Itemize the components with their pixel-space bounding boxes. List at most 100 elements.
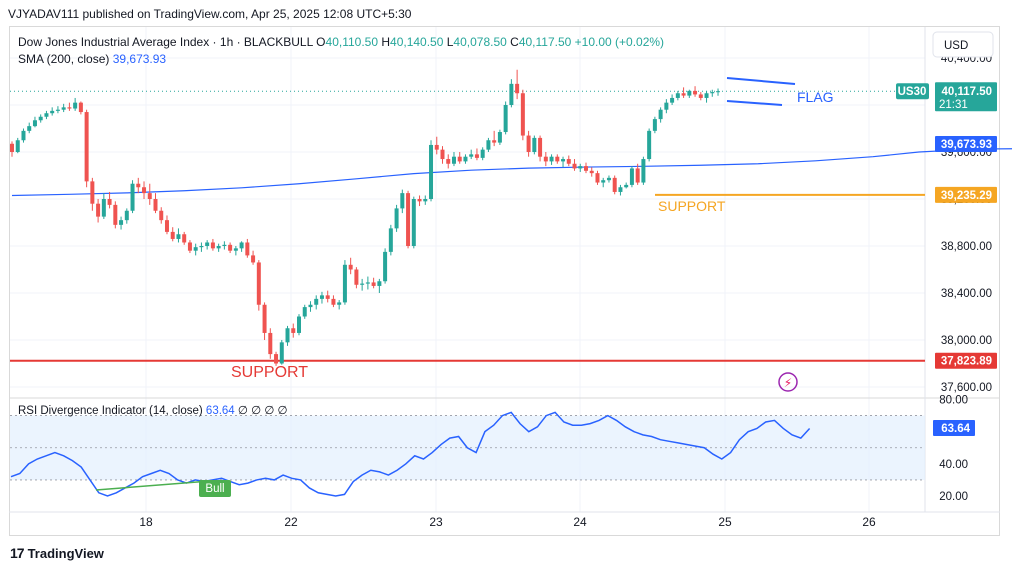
candle[interactable]	[107, 199, 112, 205]
candle[interactable]	[710, 92, 715, 94]
candle[interactable]	[561, 159, 566, 162]
candle[interactable]	[538, 137, 543, 157]
candle[interactable]	[480, 149, 485, 158]
candle[interactable]	[32, 120, 37, 127]
candle[interactable]	[78, 102, 83, 113]
candle[interactable]	[618, 187, 623, 192]
candle[interactable]	[55, 109, 60, 111]
candle[interactable]	[526, 135, 531, 152]
candle[interactable]	[555, 156, 560, 162]
candle[interactable]	[394, 208, 399, 229]
candle[interactable]	[90, 181, 95, 204]
candle[interactable]	[635, 168, 640, 183]
flag-upper-line[interactable]	[726, 77, 796, 85]
candle[interactable]	[388, 228, 393, 252]
candle[interactable]	[624, 184, 629, 188]
candle[interactable]	[233, 248, 238, 251]
candle[interactable]	[302, 307, 307, 317]
candle[interactable]	[239, 242, 244, 249]
candle[interactable]	[164, 220, 169, 232]
candle[interactable]	[457, 156, 462, 162]
candle[interactable]	[486, 140, 491, 150]
candle[interactable]	[176, 234, 181, 239]
candle[interactable]	[84, 112, 89, 182]
candle[interactable]	[21, 130, 26, 141]
candle[interactable]	[429, 144, 434, 199]
candle[interactable]	[38, 116, 43, 121]
candle[interactable]	[469, 154, 474, 157]
sma-200-line[interactable]	[11, 143, 1012, 197]
candle[interactable]	[279, 342, 284, 364]
candle[interactable]	[463, 156, 468, 162]
candle[interactable]	[451, 156, 456, 164]
candle[interactable]	[698, 94, 703, 98]
candle[interactable]	[647, 130, 652, 160]
candle[interactable]	[601, 180, 606, 183]
candle[interactable]	[360, 283, 365, 285]
candle[interactable]	[142, 187, 147, 194]
candle[interactable]	[423, 199, 428, 202]
candle[interactable]	[578, 166, 583, 169]
candle[interactable]	[342, 264, 347, 303]
candle[interactable]	[664, 102, 669, 110]
candle[interactable]	[497, 132, 502, 143]
candle[interactable]	[216, 246, 221, 249]
candle[interactable]	[297, 316, 301, 333]
candle[interactable]	[291, 328, 296, 333]
candle[interactable]	[383, 251, 388, 282]
flag-lower-line[interactable]	[726, 100, 783, 106]
candle[interactable]	[124, 210, 129, 221]
candle[interactable]	[113, 204, 118, 225]
candle[interactable]	[44, 113, 49, 117]
candle[interactable]	[187, 242, 192, 251]
candle[interactable]	[205, 242, 210, 246]
candle[interactable]	[687, 90, 692, 96]
candle[interactable]	[61, 107, 66, 110]
candle[interactable]	[50, 110, 55, 114]
candle[interactable]	[440, 149, 445, 160]
candle[interactable]	[96, 203, 101, 217]
candle[interactable]	[262, 304, 267, 333]
candle[interactable]	[543, 156, 548, 162]
candle[interactable]	[199, 246, 204, 248]
candle[interactable]	[549, 156, 554, 162]
candle[interactable]	[658, 109, 663, 120]
candle[interactable]	[136, 183, 141, 188]
candle[interactable]	[417, 199, 422, 202]
candle[interactable]	[101, 199, 106, 217]
candle[interactable]	[325, 295, 330, 299]
candle[interactable]	[515, 83, 520, 94]
candle[interactable]	[492, 140, 497, 143]
candle[interactable]	[228, 244, 233, 251]
candle[interactable]	[314, 298, 319, 305]
candle[interactable]	[584, 166, 588, 171]
candle[interactable]	[377, 281, 382, 286]
candle[interactable]	[67, 107, 72, 109]
candle[interactable]	[446, 159, 451, 164]
candle[interactable]	[434, 144, 439, 150]
candle[interactable]	[251, 255, 256, 263]
candle[interactable]	[73, 102, 78, 109]
candle[interactable]	[629, 168, 634, 185]
candle[interactable]	[182, 234, 187, 243]
tradingview-logo[interactable]: 17 TradingView	[10, 545, 104, 561]
candle[interactable]	[612, 177, 617, 192]
candle[interactable]	[331, 298, 336, 305]
candle[interactable]	[371, 282, 376, 286]
candle[interactable]	[15, 140, 20, 152]
candle[interactable]	[153, 199, 158, 211]
rsi-line[interactable]	[10, 411, 811, 497]
candle[interactable]	[606, 177, 611, 181]
candle[interactable]	[337, 302, 342, 305]
candle[interactable]	[119, 220, 124, 225]
candle[interactable]	[509, 83, 514, 105]
candle[interactable]	[193, 247, 198, 251]
candle[interactable]	[503, 105, 508, 133]
candle[interactable]	[285, 328, 290, 343]
candle[interactable]	[222, 244, 227, 246]
candle[interactable]	[268, 332, 273, 355]
candle[interactable]	[27, 126, 32, 131]
candle[interactable]	[670, 97, 675, 103]
candle[interactable]	[159, 210, 164, 221]
